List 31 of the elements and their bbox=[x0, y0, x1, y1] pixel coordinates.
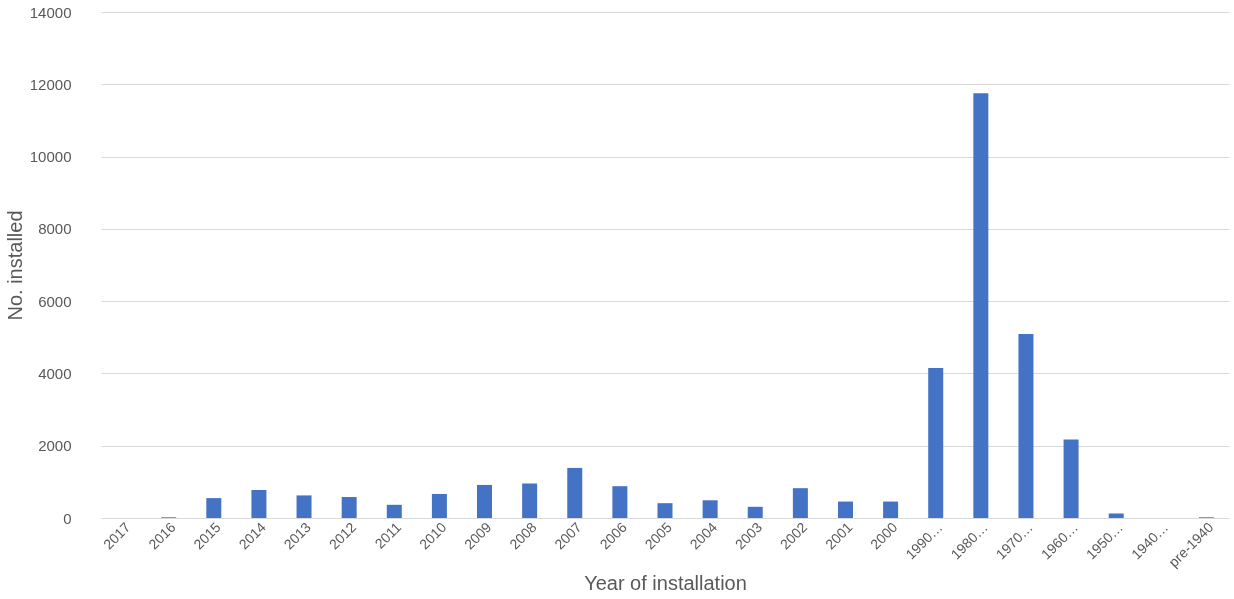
bar bbox=[251, 489, 267, 518]
y-tick-label: 12000 bbox=[29, 75, 72, 93]
bar bbox=[792, 488, 808, 518]
bar bbox=[837, 501, 853, 518]
y-tick-label: 4000 bbox=[38, 364, 72, 382]
y-tick-label: 14000 bbox=[29, 3, 72, 21]
bar bbox=[702, 500, 718, 518]
y-tick-label: 10000 bbox=[29, 148, 72, 166]
y-tick-label: 8000 bbox=[38, 220, 72, 238]
bar bbox=[928, 368, 944, 518]
y-tick-label: 0 bbox=[63, 509, 72, 527]
bar bbox=[657, 503, 673, 518]
bar bbox=[567, 467, 583, 518]
bar bbox=[1063, 439, 1079, 518]
bar bbox=[206, 498, 222, 518]
bar bbox=[386, 504, 402, 518]
bar bbox=[1018, 334, 1034, 518]
bar bbox=[612, 486, 628, 518]
bar bbox=[522, 483, 538, 518]
y-axis-title: No. installed bbox=[3, 210, 26, 321]
bar bbox=[477, 484, 493, 518]
bar bbox=[973, 93, 989, 518]
bar bbox=[296, 495, 312, 518]
y-tick-label: 2000 bbox=[38, 437, 72, 455]
bar bbox=[883, 501, 899, 518]
bar bbox=[431, 493, 447, 518]
y-tick-label: 6000 bbox=[38, 292, 72, 310]
bar bbox=[747, 506, 763, 518]
bar bbox=[1108, 513, 1124, 518]
x-axis-title: Year of installation bbox=[584, 572, 747, 595]
bar bbox=[341, 497, 357, 518]
